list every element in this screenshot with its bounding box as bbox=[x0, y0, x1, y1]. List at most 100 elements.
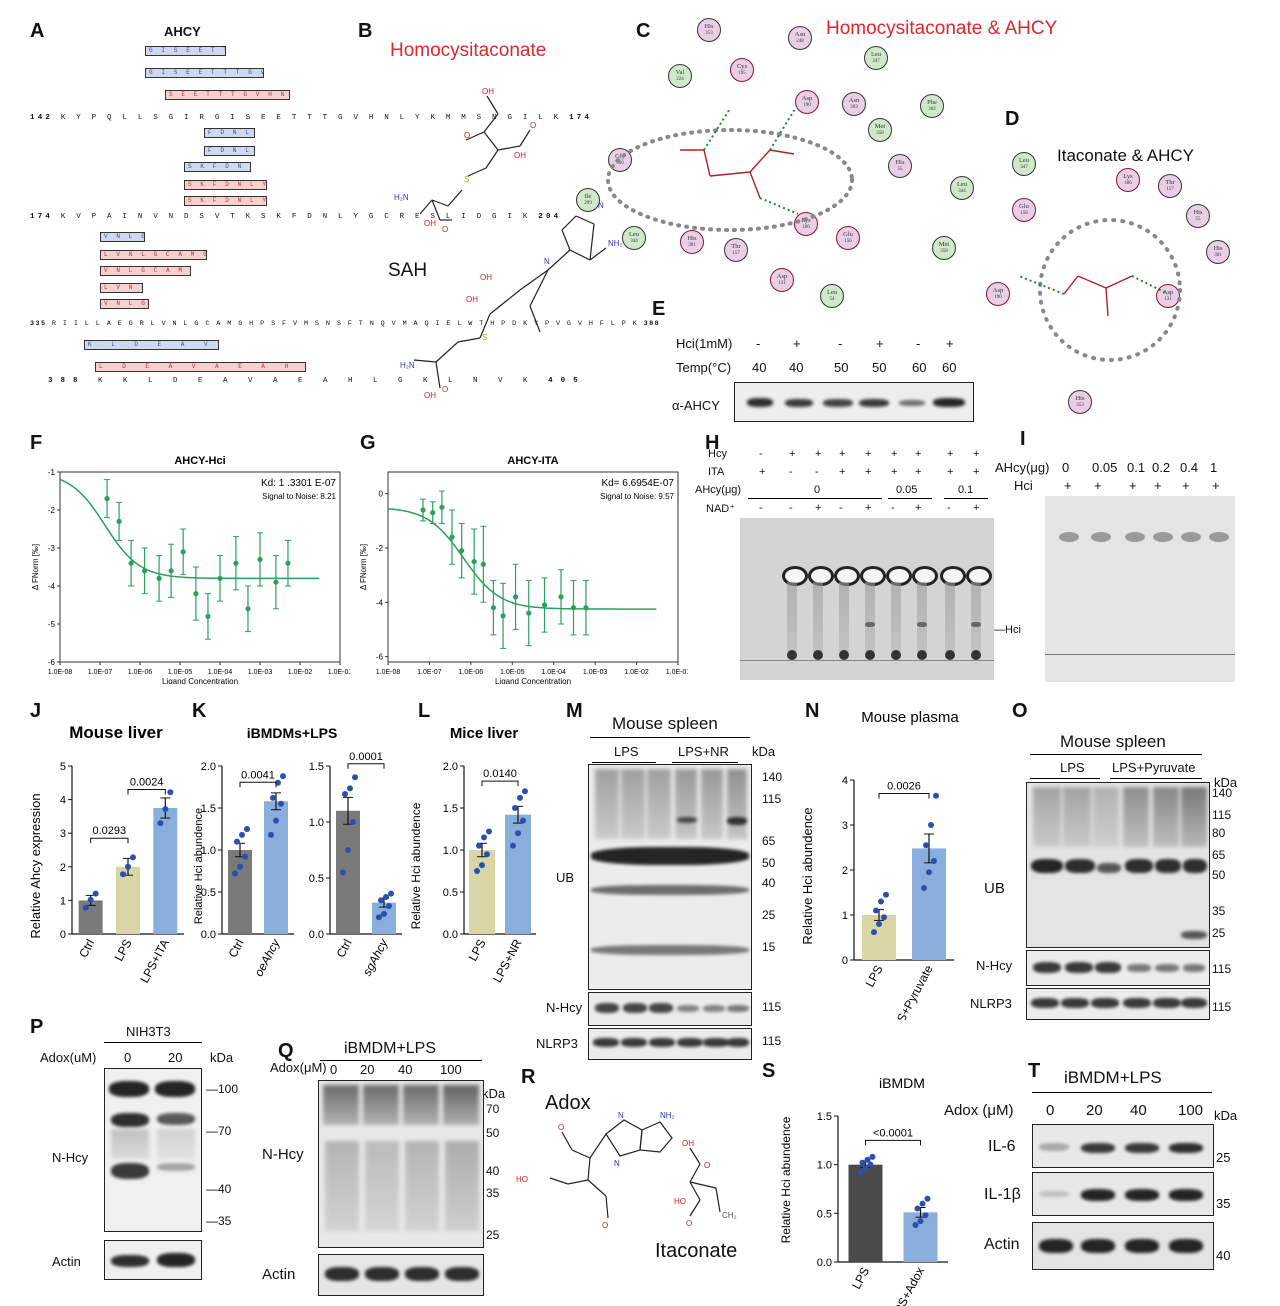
blot-band bbox=[591, 945, 749, 955]
svg-text:O: O bbox=[530, 121, 536, 130]
blot-band bbox=[1091, 998, 1119, 1008]
adox-value: 20 bbox=[360, 1062, 375, 1077]
x-tick-label: 1.0E-03 bbox=[583, 669, 608, 676]
significance-bracket bbox=[239, 781, 277, 788]
blot-row-label: UB bbox=[556, 870, 575, 885]
data-point bbox=[486, 828, 492, 835]
residue-circle: His 55 bbox=[888, 154, 912, 178]
data-point bbox=[459, 548, 465, 554]
data-point bbox=[921, 885, 927, 891]
residue-circle: Asp 131 bbox=[770, 268, 794, 292]
data-point bbox=[388, 890, 394, 897]
residue-circle: His 55 bbox=[1186, 204, 1210, 228]
y-tick-label: -4 bbox=[48, 582, 56, 591]
blot-smear bbox=[1153, 787, 1179, 847]
y-tick-label: 0.0 bbox=[443, 929, 458, 941]
blot-smear bbox=[621, 769, 645, 839]
blot-smear bbox=[325, 1141, 359, 1231]
panel-letter-c: C bbox=[636, 20, 651, 42]
temp-value: 50 bbox=[872, 360, 887, 375]
tlc-spot bbox=[1091, 532, 1111, 542]
adox-value: 100 bbox=[440, 1062, 462, 1077]
kda-marker: 65 bbox=[762, 834, 776, 848]
x-tick-label: 1.0E-04 bbox=[541, 669, 566, 676]
blot-smear bbox=[701, 769, 723, 839]
residue-number: 299 bbox=[584, 201, 592, 206]
blot-band bbox=[899, 400, 925, 406]
svg-text:OH: OH bbox=[424, 391, 436, 400]
bar-chart-n: Mouse plasma Relative Hci abundence 0 1 2 3 4 L… bbox=[800, 709, 959, 1020]
bar bbox=[228, 850, 252, 934]
panel-q-title: iBMDM+LPS bbox=[344, 1040, 437, 1057]
blot-smear bbox=[363, 1085, 399, 1125]
data-point bbox=[922, 1212, 929, 1219]
hci-sign: + bbox=[1094, 478, 1102, 493]
data-point bbox=[923, 842, 929, 849]
svg-text:O: O bbox=[704, 1161, 710, 1170]
adox-value: 20 bbox=[168, 1050, 183, 1065]
category-label: LPS+NR bbox=[490, 937, 525, 985]
y-tick-label: 3 bbox=[842, 820, 848, 832]
blot-smear bbox=[727, 769, 747, 839]
data-point bbox=[914, 1205, 921, 1212]
kda-marker: 140 bbox=[1212, 786, 1233, 800]
ita-label: ITA bbox=[708, 466, 725, 478]
ahcy-group: 0.1 bbox=[958, 484, 974, 496]
bar-chart-s: iBMDM Relative Hci abundence 0.0 0.5 1.0 1.5 L… bbox=[779, 1076, 948, 1306]
residue-number: 186 bbox=[1124, 181, 1132, 186]
y-tick-label: -1 bbox=[48, 468, 56, 477]
data-point bbox=[383, 894, 389, 901]
chart-title: Mouse plasma bbox=[861, 709, 959, 726]
blot-band bbox=[591, 847, 749, 865]
residue-name: Asp bbox=[992, 287, 1004, 294]
residue-number: 156 bbox=[1020, 211, 1028, 216]
data-point bbox=[92, 890, 99, 897]
data-point bbox=[378, 897, 384, 904]
sequence-line: 142 K Y P Q L L S G I R G I S E E T T T … bbox=[30, 114, 593, 122]
panel-letter-i: I bbox=[1020, 428, 1026, 450]
tlc-origin-spot bbox=[839, 650, 849, 660]
data-point bbox=[439, 504, 445, 510]
chart-title: Mice liver bbox=[450, 725, 519, 742]
data-point bbox=[515, 830, 521, 837]
x-tick-label: 1.0E-05 bbox=[168, 669, 193, 676]
residue-circle: Cys 195 bbox=[730, 58, 754, 82]
hci-label-i: Hci bbox=[1014, 478, 1033, 493]
data-point bbox=[931, 858, 937, 864]
residue-name: Asp bbox=[776, 273, 788, 280]
residue-circle: Leu 347 bbox=[1012, 152, 1036, 176]
residue-circle: His 301 bbox=[1206, 240, 1230, 264]
tlc-streak bbox=[971, 582, 981, 652]
data-point bbox=[420, 507, 426, 513]
hcy-sign: + bbox=[915, 448, 922, 460]
y-tick-label: 5 bbox=[60, 761, 66, 773]
data-point bbox=[242, 853, 248, 860]
y-tick-label: 1.5 bbox=[309, 761, 324, 773]
blot-band bbox=[1181, 998, 1207, 1008]
blot-band bbox=[1095, 962, 1121, 973]
kda-marker: 50 bbox=[1212, 868, 1226, 882]
kda-marker: 115 bbox=[762, 1034, 782, 1048]
y-axis-label: Relative Ahcy expression bbox=[28, 793, 43, 938]
residue-circle: His 353 bbox=[1068, 390, 1092, 414]
blot-band bbox=[1065, 859, 1095, 873]
panel-letter-j: J bbox=[30, 700, 42, 722]
blot-band bbox=[155, 1081, 195, 1097]
data-point bbox=[340, 869, 346, 876]
hcy-sign: + bbox=[789, 448, 796, 460]
panel-letter-e: E bbox=[652, 298, 666, 320]
panel-letter-g: G bbox=[360, 432, 376, 454]
plot-frame bbox=[59, 471, 341, 663]
snr-label: Signal to Noise: 9.57 bbox=[600, 492, 674, 501]
data-point bbox=[237, 863, 243, 870]
x-tick-label: 1.0E-02 bbox=[624, 669, 649, 676]
data-point bbox=[280, 773, 286, 780]
residue-number: 347 bbox=[1020, 165, 1028, 170]
y-tick-label: -3 bbox=[48, 544, 56, 553]
residue-circle: Asp 190 bbox=[986, 282, 1010, 306]
kda-marker: 70 bbox=[486, 1102, 500, 1116]
residue-name: Lys bbox=[1123, 173, 1133, 180]
residue-name: His bbox=[1075, 395, 1085, 402]
x-tick-label: 1.0E-04 bbox=[208, 669, 233, 676]
p-value: 0.0041 bbox=[241, 769, 275, 781]
